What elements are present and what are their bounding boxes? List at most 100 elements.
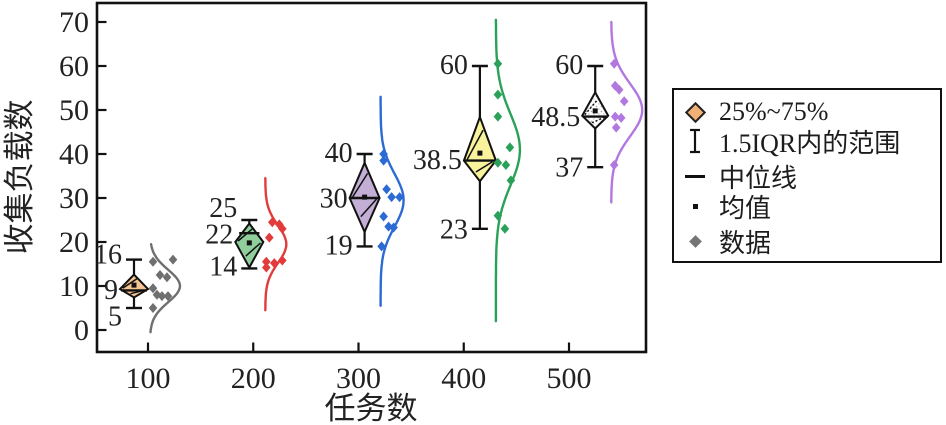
kite-facet-upper xyxy=(466,129,484,160)
legend-label-iqr: 1.5IQR内的范围 xyxy=(719,128,901,158)
density-curve xyxy=(610,20,644,204)
legend-row-iqr: 1.5IQR内的范围 xyxy=(682,127,900,158)
data-point xyxy=(379,155,388,166)
label-whisker-high: 25 xyxy=(209,193,237,224)
legend-row-mean: 均值 xyxy=(682,192,771,223)
quartile-kite xyxy=(462,114,498,183)
x-tick-label: 300 xyxy=(336,362,381,395)
data-point xyxy=(270,258,279,269)
data-point xyxy=(148,256,158,267)
kite-facet-upper xyxy=(351,172,369,198)
data-point xyxy=(500,223,510,234)
iqr-whisker-icon xyxy=(682,128,708,154)
kite-facet-lower xyxy=(475,160,494,173)
data-point xyxy=(609,58,619,69)
data-point xyxy=(619,96,629,107)
y-tick-label: 60 xyxy=(59,50,89,83)
x-axis-title: 任务数 xyxy=(325,391,418,425)
label-median: 48.5 xyxy=(531,102,580,133)
label-whisker-low: 19 xyxy=(325,231,353,262)
x-tick-label: 100 xyxy=(126,362,171,395)
kite-facet-upper xyxy=(584,98,599,116)
y-axis-title: 收集负载数 xyxy=(2,100,37,255)
legend-label-mean: 均值 xyxy=(719,193,772,223)
legend-label-quartile: 25%~75% xyxy=(719,97,829,126)
data-point xyxy=(278,223,287,234)
data-point xyxy=(155,270,165,280)
y-tick-label: 10 xyxy=(59,270,89,303)
x-tick-label: 400 xyxy=(441,362,486,395)
axis-ticks: 0 10 20 30 40 50 60 70 100 200 300 400 500 xyxy=(59,6,592,395)
label-median: 22 xyxy=(205,220,233,251)
legend-row-median: 中位线 xyxy=(682,162,797,193)
data-point xyxy=(387,192,396,203)
label-whisker-high: 60 xyxy=(555,50,583,81)
kite-facet-lower xyxy=(360,198,378,218)
data-point xyxy=(493,157,503,168)
legend-row-quartile: 25%~75% xyxy=(682,97,829,126)
quartile-kite xyxy=(234,221,265,270)
quartile-diamond-icon xyxy=(682,101,708,123)
mean-dot xyxy=(246,240,252,246)
y-tick-label: 40 xyxy=(59,138,89,171)
data-point xyxy=(501,160,511,170)
data-point xyxy=(611,122,621,133)
data-point xyxy=(265,232,274,243)
label-whisker-high: 60 xyxy=(440,50,468,81)
label-whisker-low: 14 xyxy=(209,251,237,282)
data-point xyxy=(377,241,386,252)
label-median: 9 xyxy=(104,275,118,306)
data-point xyxy=(148,283,158,294)
data-point xyxy=(610,111,620,122)
label-whisker-low: 23 xyxy=(440,214,468,245)
data-point xyxy=(505,142,515,153)
mean-dot-icon xyxy=(682,203,708,209)
data-point xyxy=(379,211,388,222)
data-point xyxy=(168,254,178,265)
legend-label-median: 中位线 xyxy=(719,163,798,193)
legend-row-data: 数据 xyxy=(682,227,771,258)
x-tick-label: 200 xyxy=(231,362,276,395)
median-line-icon xyxy=(682,174,708,178)
y-tick-label: 50 xyxy=(59,94,89,127)
density-curve xyxy=(494,18,522,323)
data-point xyxy=(268,217,277,228)
group-task-300: 40 30 19 xyxy=(320,95,405,307)
data-point xyxy=(278,255,287,266)
y-tick-label: 30 xyxy=(59,182,89,215)
data-point xyxy=(616,112,626,123)
density-curve xyxy=(379,95,405,307)
label-whisker-high: 40 xyxy=(325,138,353,169)
label-whisker-high: 16 xyxy=(94,239,122,270)
label-whisker-low: 5 xyxy=(108,301,122,332)
data-point xyxy=(162,272,172,283)
legend-label-data: 数据 xyxy=(719,228,772,258)
density-curve xyxy=(149,243,182,334)
data-point xyxy=(163,291,173,302)
data-point xyxy=(382,184,391,195)
data-point xyxy=(493,58,503,69)
density-curve xyxy=(264,177,288,312)
data-point xyxy=(609,160,619,170)
data-point xyxy=(262,262,271,273)
data-point xyxy=(493,89,503,100)
mean-dot xyxy=(131,282,137,288)
data-point xyxy=(493,210,503,221)
mean-dot xyxy=(362,194,368,200)
kite-facet-upper xyxy=(122,278,138,289)
label-whisker-low: 37 xyxy=(555,153,583,184)
data-point xyxy=(506,175,516,186)
group-task-500: 60 48.5 37 xyxy=(531,20,644,204)
plot-frame xyxy=(95,1,648,354)
data-point-icon xyxy=(682,234,708,248)
data-point xyxy=(379,149,388,159)
y-tick-label: 70 xyxy=(59,6,89,39)
data-point xyxy=(395,192,404,203)
data-point xyxy=(275,219,284,230)
legend: 25%~75% 1.5IQR内的范围 中位线 均值 数据 xyxy=(672,88,942,263)
data-point xyxy=(614,84,624,95)
data-point xyxy=(493,111,503,122)
